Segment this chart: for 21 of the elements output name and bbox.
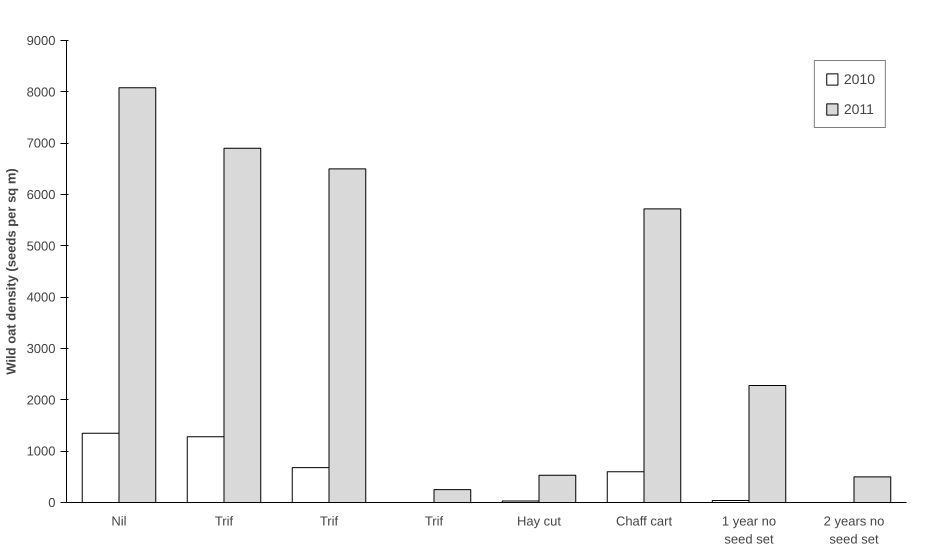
y-tick-label: 2000 [26, 392, 56, 408]
y-tick-label: 0 [48, 495, 56, 510]
x-tick-label: 1 year no seed set [722, 514, 776, 546]
x-tick-label: 2 years no seed set [824, 514, 884, 546]
y-tick-label: 8000 [26, 84, 56, 100]
x-tick-label: Hay cut [516, 514, 562, 528]
x-tick-label: Chaff cart [616, 514, 672, 528]
y-tick-label: 5000 [26, 238, 56, 254]
y-tick-label: 6000 [26, 187, 56, 202]
y-tick-label: 9000 [26, 33, 56, 48]
x-tick-label: Trif [320, 514, 339, 528]
legend-label: 2010 [844, 71, 875, 87]
y-tick-label: 1000 [26, 444, 56, 459]
x-tick-label: Nil [111, 514, 127, 528]
y-axis-title: Wild oat density (seeds per sq m) [4, 168, 19, 375]
y-tick-label: 3000 [26, 341, 56, 356]
y-tick-label: 7000 [26, 136, 56, 151]
y-tick-label: 4000 [26, 290, 56, 305]
x-tick-label: Trif [424, 514, 444, 528]
x-tick-label: Trif [214, 514, 234, 528]
legend-label: 2011 [844, 101, 874, 117]
